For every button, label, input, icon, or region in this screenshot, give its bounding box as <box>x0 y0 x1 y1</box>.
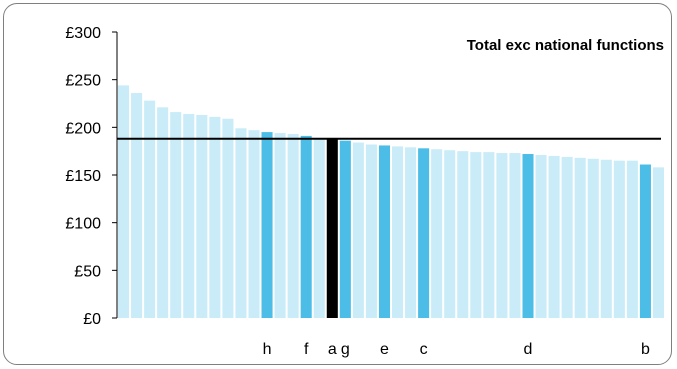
bar <box>365 144 377 318</box>
bar <box>313 138 325 318</box>
category-label: g <box>341 341 350 358</box>
bar-focus <box>326 138 338 318</box>
bar <box>548 155 560 318</box>
bar <box>235 128 247 318</box>
bar <box>470 152 482 318</box>
bar <box>600 159 612 318</box>
bar-highlighted <box>300 135 312 318</box>
bar <box>118 85 130 318</box>
bar <box>496 153 508 318</box>
category-label: b <box>641 341 650 358</box>
bar-highlighted <box>522 154 534 318</box>
bar-highlighted <box>339 140 351 318</box>
bar <box>587 158 599 318</box>
bar <box>444 150 456 318</box>
category-label: d <box>524 341 533 358</box>
bar <box>509 153 521 318</box>
bar <box>457 151 469 318</box>
bar <box>144 100 156 318</box>
bar <box>287 134 299 318</box>
category-label: f <box>304 341 309 358</box>
bar <box>535 154 547 318</box>
bar <box>196 114 208 318</box>
category-label: c <box>420 341 428 358</box>
y-tick-label: £200 <box>65 120 101 137</box>
y-tick-label: £50 <box>74 263 101 280</box>
y-tick-label: £0 <box>83 311 101 328</box>
category-label: e <box>380 341 389 358</box>
bar-highlighted <box>418 148 430 318</box>
y-tick-label: £150 <box>65 168 101 185</box>
bar <box>574 157 586 318</box>
y-axis: £0 £50 £100 £150 £200 £250 £300 <box>65 25 118 328</box>
bar-highlighted <box>639 164 651 318</box>
bar <box>157 107 169 318</box>
bar <box>483 152 495 318</box>
bar <box>613 160 625 318</box>
bar <box>626 160 638 318</box>
bar <box>431 149 443 318</box>
bars <box>118 85 664 319</box>
bar-highlighted <box>261 132 273 318</box>
bar <box>561 156 573 318</box>
bar <box>248 130 260 318</box>
bar <box>352 142 364 318</box>
y-tick-label: £250 <box>65 73 101 90</box>
chart-title: Total exc national functions <box>467 37 664 54</box>
bar <box>131 93 143 318</box>
category-label: a <box>328 341 337 358</box>
bar <box>274 133 286 318</box>
bar <box>392 146 404 318</box>
bar <box>183 113 195 319</box>
y-tick-label: £100 <box>65 216 101 233</box>
bar-highlighted <box>378 145 390 318</box>
bar <box>652 167 664 318</box>
category-label: h <box>263 341 272 358</box>
bar <box>405 147 417 318</box>
y-tick-label: £300 <box>65 25 101 42</box>
bar <box>222 118 234 318</box>
bar <box>170 112 182 318</box>
bar <box>209 116 221 318</box>
